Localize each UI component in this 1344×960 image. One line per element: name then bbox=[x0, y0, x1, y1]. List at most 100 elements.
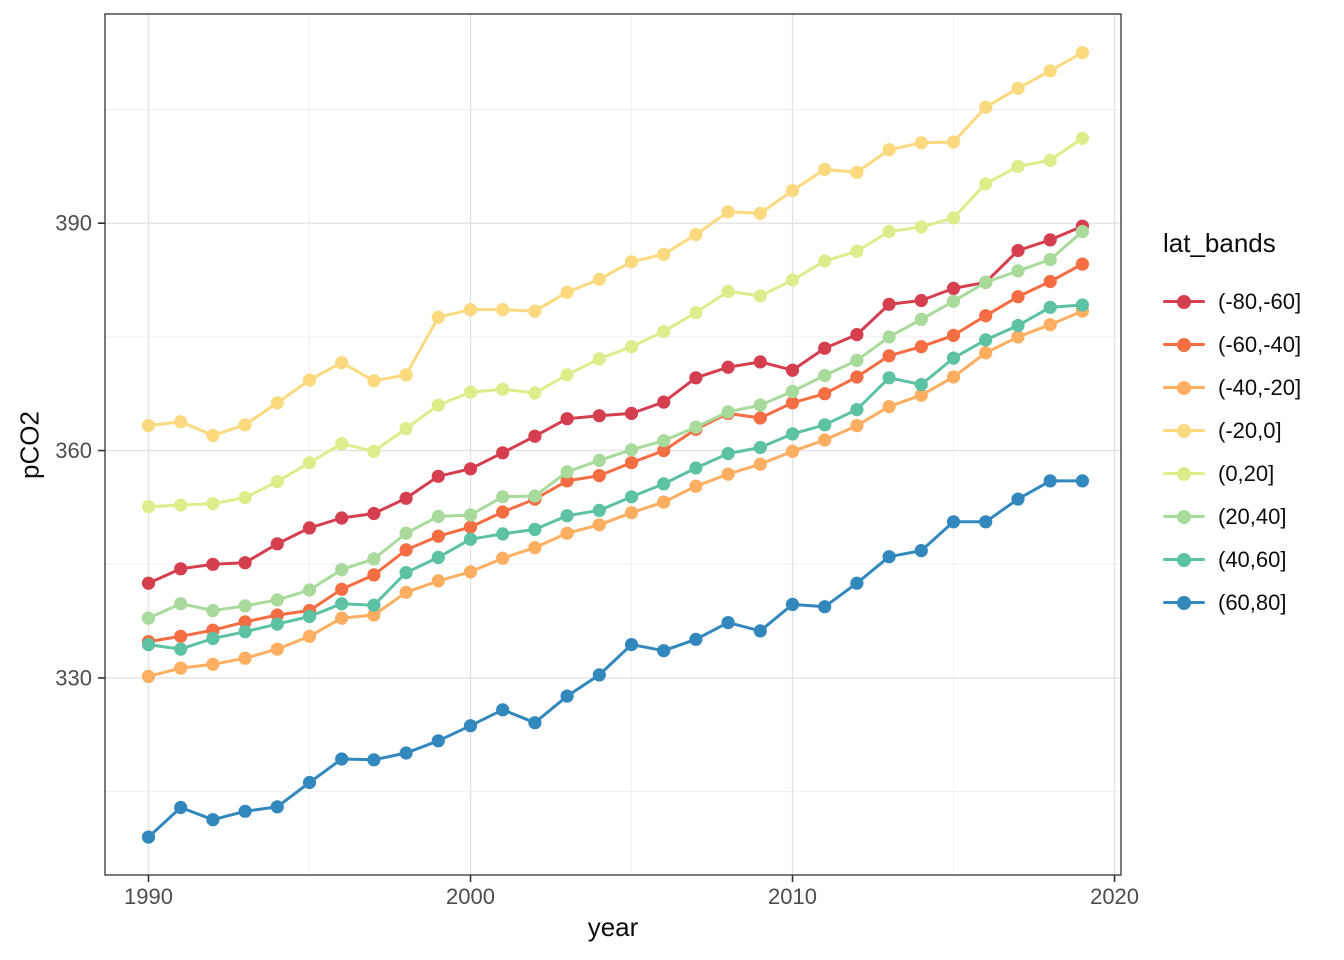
data-point bbox=[818, 368, 832, 383]
data-point bbox=[979, 515, 993, 529]
data-point bbox=[174, 642, 188, 656]
data-point bbox=[721, 467, 735, 481]
data-point bbox=[174, 415, 188, 429]
data-point bbox=[946, 351, 961, 365]
data-point bbox=[721, 360, 735, 374]
data-point bbox=[1075, 257, 1089, 271]
data-point bbox=[1043, 233, 1057, 247]
data-point bbox=[1043, 318, 1057, 332]
data-point bbox=[270, 475, 284, 489]
data-point bbox=[721, 205, 735, 219]
data-point bbox=[657, 434, 671, 448]
data-point bbox=[206, 631, 220, 646]
legend-key-icon bbox=[1163, 460, 1205, 488]
data-point bbox=[785, 597, 800, 612]
data-point bbox=[238, 418, 252, 432]
data-point bbox=[592, 453, 606, 467]
legend-key-dot bbox=[1177, 294, 1191, 309]
data-point bbox=[1043, 153, 1057, 167]
data-point bbox=[914, 378, 928, 392]
data-point bbox=[946, 281, 961, 295]
data-point bbox=[1043, 253, 1057, 267]
data-point bbox=[1011, 290, 1025, 304]
data-point bbox=[850, 328, 864, 342]
data-point bbox=[174, 800, 188, 815]
data-point bbox=[657, 644, 671, 658]
legend-key-icon bbox=[1163, 589, 1205, 617]
data-point bbox=[528, 489, 542, 503]
data-point bbox=[785, 384, 800, 398]
data-point bbox=[560, 689, 574, 703]
data-point bbox=[528, 386, 542, 400]
data-point bbox=[850, 165, 864, 179]
legend-item-label: (-60,-40] bbox=[1218, 331, 1302, 357]
data-point bbox=[335, 511, 349, 525]
legend-item: (-60,-40] bbox=[1163, 323, 1338, 366]
data-point bbox=[818, 387, 832, 401]
data-point bbox=[206, 813, 220, 827]
data-point bbox=[1075, 474, 1089, 488]
data-point bbox=[528, 304, 542, 318]
data-point bbox=[624, 456, 639, 470]
data-point bbox=[624, 255, 639, 269]
data-point bbox=[206, 603, 220, 618]
data-point bbox=[753, 440, 767, 455]
data-point bbox=[399, 566, 413, 580]
data-point bbox=[1043, 64, 1057, 78]
data-point bbox=[592, 668, 606, 682]
legend-title: lat_bands bbox=[1163, 228, 1276, 258]
data-point bbox=[1043, 474, 1057, 488]
data-point bbox=[174, 498, 188, 512]
panel-border bbox=[104, 13, 1122, 876]
data-point bbox=[367, 552, 381, 566]
data-point bbox=[238, 625, 252, 639]
data-point bbox=[238, 491, 252, 505]
data-point bbox=[367, 568, 381, 582]
y-tick-label: 330 bbox=[55, 665, 92, 690]
data-point bbox=[238, 651, 252, 665]
data-point bbox=[302, 609, 317, 624]
data-point bbox=[1043, 274, 1057, 289]
data-point bbox=[141, 419, 156, 433]
data-point bbox=[914, 340, 928, 354]
data-point bbox=[850, 419, 864, 433]
data-point bbox=[141, 500, 156, 514]
legend-item-label: (-40,-20] bbox=[1218, 374, 1302, 400]
series-line bbox=[147, 479, 1084, 839]
data-point bbox=[850, 244, 864, 258]
data-point bbox=[785, 273, 800, 287]
data-point bbox=[914, 544, 928, 558]
data-point bbox=[850, 370, 864, 384]
data-point bbox=[592, 409, 606, 423]
data-point bbox=[270, 617, 284, 631]
data-point bbox=[238, 556, 252, 570]
data-point bbox=[657, 495, 671, 509]
data-point bbox=[689, 479, 703, 493]
data-point bbox=[206, 428, 220, 442]
legend-key-dot bbox=[1177, 466, 1191, 481]
x-tick-label: 1990 bbox=[124, 884, 173, 909]
data-point bbox=[689, 461, 703, 475]
data-point bbox=[721, 284, 735, 298]
data-point bbox=[463, 303, 478, 317]
data-point bbox=[946, 328, 961, 342]
legend-key-dot bbox=[1177, 509, 1191, 524]
data-point bbox=[431, 469, 445, 483]
data-point bbox=[592, 469, 606, 483]
data-point bbox=[689, 632, 703, 646]
data-point bbox=[1011, 159, 1025, 173]
data-point bbox=[270, 537, 284, 551]
legend-key-icon bbox=[1163, 503, 1205, 531]
data-point bbox=[946, 211, 961, 225]
data-point bbox=[560, 412, 574, 426]
data-point bbox=[882, 330, 896, 344]
data-point bbox=[367, 374, 381, 388]
data-point bbox=[624, 443, 639, 457]
data-point bbox=[1075, 131, 1089, 145]
data-point bbox=[431, 734, 445, 748]
data-point bbox=[496, 505, 510, 519]
data-point bbox=[206, 657, 220, 671]
data-point bbox=[463, 508, 478, 522]
data-point bbox=[335, 611, 349, 625]
data-point bbox=[914, 312, 928, 326]
